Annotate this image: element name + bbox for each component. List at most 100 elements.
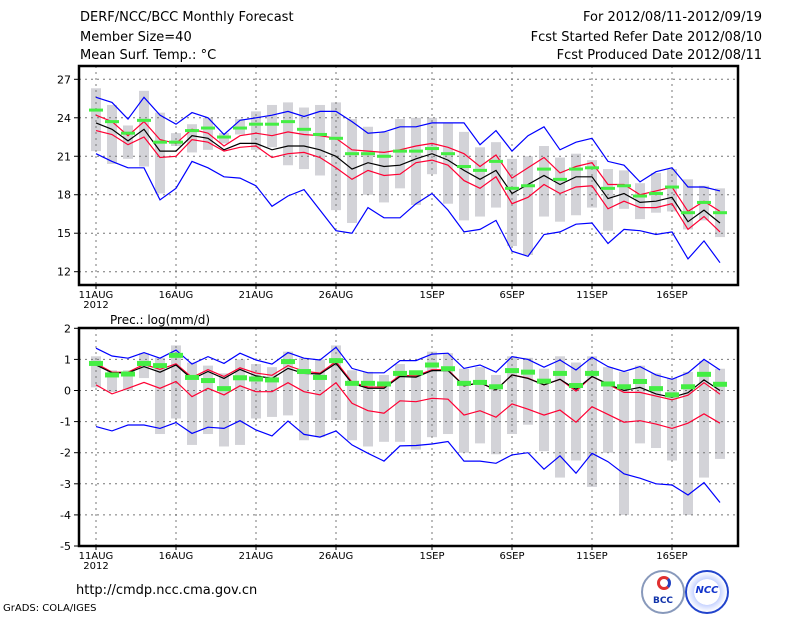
median-marker [617, 384, 631, 390]
spread-bar [251, 111, 261, 150]
median-marker [537, 378, 551, 384]
spread-bar [619, 170, 629, 209]
spread-bar [443, 122, 453, 204]
spread-bar [379, 374, 389, 442]
spread-bar [459, 368, 469, 453]
median-marker [425, 362, 439, 368]
bcc-logo-text: BCC [652, 596, 674, 606]
spread-bar [187, 362, 197, 445]
spread-bar [395, 364, 405, 442]
x-tick-label: 6SEP [499, 290, 524, 301]
spread-bar [491, 142, 501, 208]
series-blue-min [95, 420, 721, 503]
spread-bar [651, 373, 661, 449]
year-label: 2012 [83, 300, 108, 311]
source-url[interactable]: http://cmdp.ncc.cma.gov.cn [76, 583, 258, 598]
spread-bar [107, 370, 117, 393]
y-tick-label: 1 [64, 353, 71, 366]
median-marker [265, 377, 279, 383]
spread-bar [459, 131, 469, 221]
spread-bar [283, 351, 293, 416]
y-tick-label: -2 [60, 447, 71, 460]
spread-bar [443, 353, 453, 435]
median-marker [89, 108, 103, 112]
median-marker [569, 167, 583, 171]
spread-bar [603, 169, 613, 231]
spread-bar [379, 131, 389, 203]
y-tick-label: 0 [64, 385, 71, 398]
median-marker [249, 122, 263, 126]
spread-bar [363, 371, 373, 447]
spread-bar [347, 119, 357, 223]
median-marker [121, 131, 135, 135]
median-marker [473, 168, 487, 172]
spread-bar [603, 367, 613, 453]
median-marker [665, 392, 679, 398]
spread-bar [299, 357, 309, 441]
spread-bar [411, 371, 421, 450]
median-marker [457, 380, 471, 386]
x-tick-label: 6SEP [499, 551, 524, 562]
y-tick-label: 12 [57, 266, 71, 279]
median-marker [697, 371, 711, 377]
median-marker [217, 386, 231, 392]
median-marker [393, 370, 407, 376]
median-marker [345, 152, 359, 156]
spread-bar [299, 107, 309, 170]
median-marker [345, 380, 359, 386]
y-tick-label: 27 [57, 73, 71, 86]
y-tick-label: -5 [60, 540, 71, 553]
y-tick-label: 18 [57, 189, 71, 202]
median-marker [681, 211, 695, 215]
median-marker [377, 381, 391, 387]
spread-bar [539, 368, 549, 452]
spread-bar [523, 156, 533, 256]
median-marker [649, 191, 663, 195]
spread-bar [491, 374, 501, 455]
median-marker [553, 370, 567, 376]
y-tick-label: 24 [57, 112, 71, 125]
median-marker [505, 186, 519, 190]
grads-credit: GrADS: COLA/IGES [3, 603, 97, 614]
x-tick-label: 26AUG [319, 290, 354, 301]
median-marker [153, 140, 167, 144]
spread-bar [571, 153, 581, 216]
spread-bar [203, 365, 213, 435]
spread-bar [155, 357, 165, 435]
y-tick-label: 15 [57, 227, 71, 240]
median-marker [697, 200, 711, 204]
median-marker [473, 379, 487, 385]
y-tick-label: -3 [60, 478, 71, 491]
spread-bar [699, 360, 709, 478]
spread-bar [683, 179, 693, 230]
spread-bar [475, 367, 485, 444]
spread-bar [715, 368, 725, 459]
spread-bar [347, 370, 357, 441]
median-marker [441, 152, 455, 156]
median-marker [601, 186, 615, 190]
figure-title: DERF/NCC/BCC Monthly Forecast [80, 10, 294, 25]
member-size: Member Size=40 [80, 30, 192, 45]
spread-bar [635, 183, 645, 220]
bcc-emblem-icon [657, 576, 671, 590]
x-tick-label: 11SEP [576, 290, 607, 301]
spread-bar [283, 102, 293, 166]
series-mean [95, 362, 721, 398]
median-marker [185, 374, 199, 380]
produced-date: Fcst Produced Date 2012/08/11 [556, 48, 762, 63]
spread-bar [315, 104, 325, 176]
median-marker [649, 386, 663, 392]
median-marker [137, 360, 151, 366]
median-marker [505, 368, 519, 374]
spread-bar [475, 147, 485, 217]
spread-bar [523, 357, 533, 425]
series-blue-max [95, 96, 721, 192]
median-marker [585, 166, 599, 170]
median-marker [713, 211, 727, 215]
median-marker [393, 149, 407, 153]
median-marker [633, 194, 647, 198]
x-tick-label: 21AUG [239, 551, 274, 562]
median-marker [201, 126, 215, 130]
